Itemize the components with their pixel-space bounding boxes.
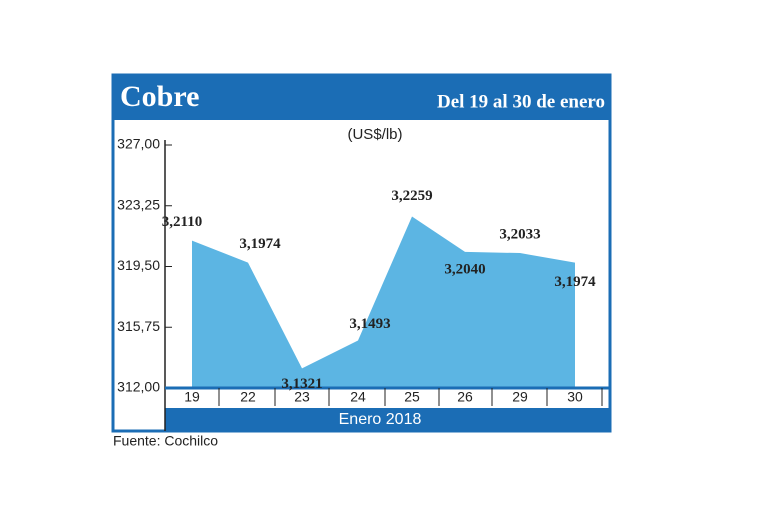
- y-tick-label: 327,00: [117, 136, 160, 152]
- y-tick-label: 312,00: [117, 379, 160, 395]
- y-tick-label: 319,50: [117, 257, 160, 273]
- x-tick-label: 30: [567, 389, 583, 405]
- chart-title: Cobre: [120, 80, 199, 113]
- source: Fuente: Cochilco: [113, 433, 218, 449]
- x-axis-label: Enero 2018: [339, 411, 422, 428]
- x-tick-label: 22: [240, 389, 256, 405]
- data-label: 3,1974: [554, 274, 596, 290]
- data-label: 3,2259: [391, 188, 432, 204]
- x-tick-label: 19: [184, 389, 200, 405]
- x-tick-label: 23: [294, 389, 310, 405]
- area: [192, 216, 575, 388]
- data-label: 3,1493: [349, 316, 390, 332]
- x-tick-label: 24: [350, 389, 366, 405]
- x-tick-label: 25: [404, 389, 420, 405]
- data-label: 3,2040: [444, 261, 485, 277]
- data-label: 3,2033: [499, 226, 540, 242]
- header: [113, 75, 610, 120]
- x-tick-label: 29: [512, 389, 528, 405]
- y-tick-label: 323,25: [117, 196, 160, 212]
- y-tick-label: 315,75: [117, 318, 160, 334]
- x-tick-label: 26: [457, 389, 473, 405]
- data-label: 3,1321: [281, 376, 322, 392]
- chart-subtitle: Del 19 al 30 de enero: [437, 91, 605, 112]
- unit-label: (US$/lb): [347, 126, 402, 143]
- data-label: 3,1974: [239, 236, 281, 252]
- x-label-band: [165, 408, 610, 431]
- data-label: 3,2110: [162, 214, 202, 230]
